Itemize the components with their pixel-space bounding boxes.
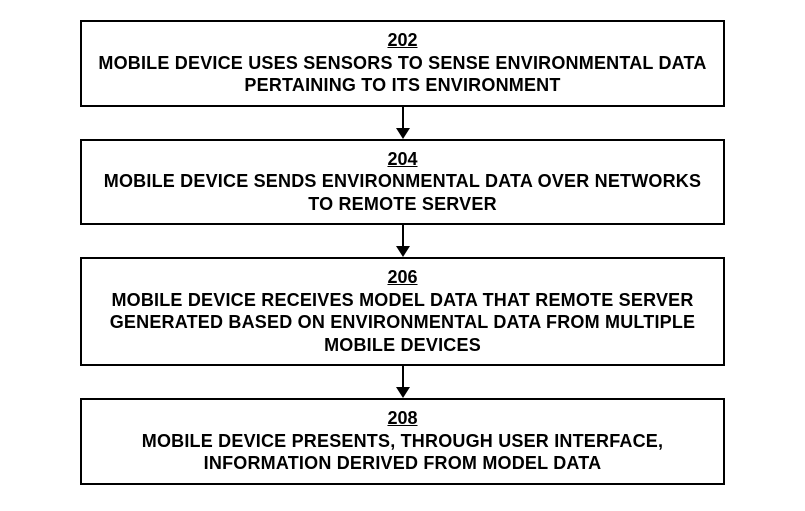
arrow-shaft: [402, 366, 404, 388]
flow-node-number: 206: [387, 267, 417, 289]
flow-node-text: MOBILE DEVICE SENDS ENVIRONMENTAL DATA O…: [94, 170, 711, 215]
arrow-down-icon: [396, 366, 410, 398]
flow-node-202: 202 MOBILE DEVICE USES SENSORS TO SENSE …: [80, 20, 725, 107]
flow-node-number: 208: [387, 408, 417, 430]
arrow-head-icon: [396, 128, 410, 139]
arrow-head-icon: [396, 246, 410, 257]
arrow-down-icon: [396, 107, 410, 139]
flow-node-text: MOBILE DEVICE USES SENSORS TO SENSE ENVI…: [94, 52, 711, 97]
arrow-shaft: [402, 225, 404, 247]
flow-node-number: 204: [387, 149, 417, 171]
flow-node-text: MOBILE DEVICE PRESENTS, THROUGH USER INT…: [94, 430, 711, 475]
arrow-head-icon: [396, 387, 410, 398]
flow-node-text: MOBILE DEVICE RECEIVES MODEL DATA THAT R…: [94, 289, 711, 357]
arrow-down-icon: [396, 225, 410, 257]
arrow-shaft: [402, 107, 404, 129]
flow-node-208: 208 MOBILE DEVICE PRESENTS, THROUGH USER…: [80, 398, 725, 485]
flowchart-container: 202 MOBILE DEVICE USES SENSORS TO SENSE …: [80, 20, 725, 485]
flow-node-206: 206 MOBILE DEVICE RECEIVES MODEL DATA TH…: [80, 257, 725, 366]
flow-node-204: 204 MOBILE DEVICE SENDS ENVIRONMENTAL DA…: [80, 139, 725, 226]
flow-node-number: 202: [387, 30, 417, 52]
